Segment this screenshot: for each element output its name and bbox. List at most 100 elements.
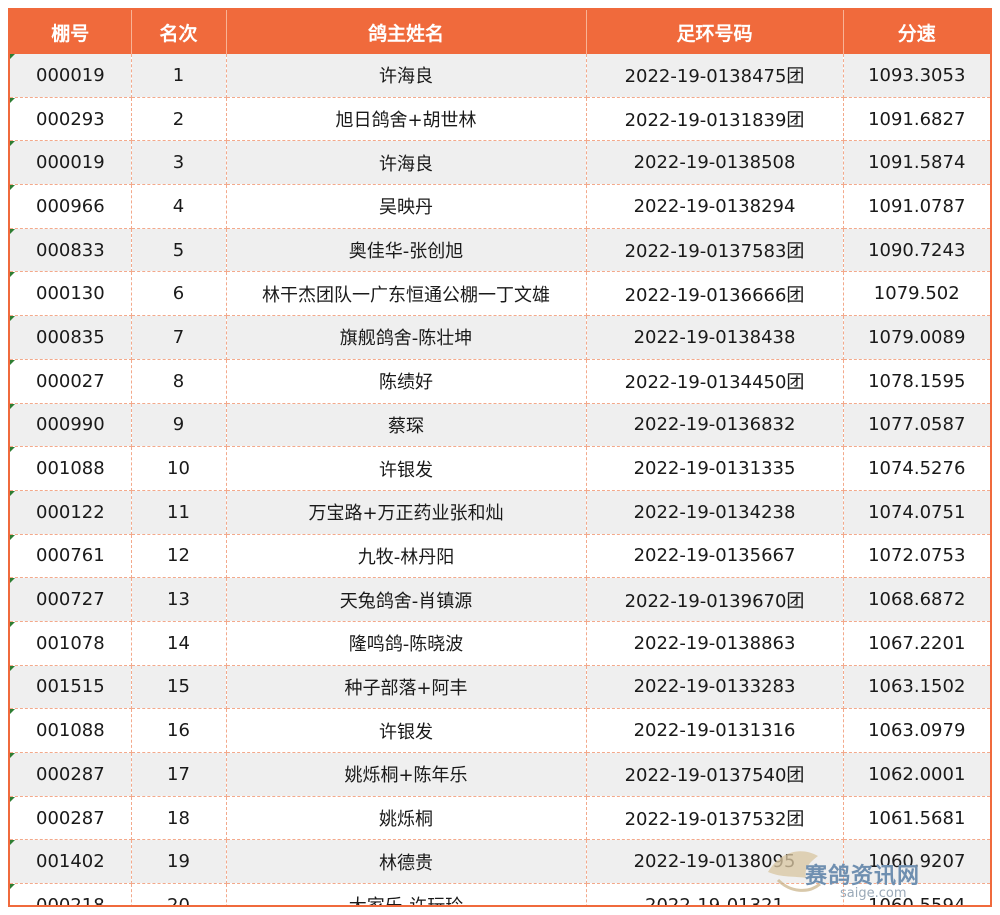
pen-number-cell: 000835 xyxy=(10,315,132,360)
owner-name-cell: 旗舰鸽舍-陈壮坤 xyxy=(226,315,587,360)
rank-cell: 10 xyxy=(131,446,227,491)
rank-cell: 11 xyxy=(131,490,227,535)
table-row: 000835 7 旗舰鸽舍-陈壮坤 2022-19-0138438 1079.0089 xyxy=(10,315,990,360)
pen-number-cell: 000027 xyxy=(10,359,132,404)
table-row: 000130 6 林干杰团队一广东恒通公棚一丁文雄 2022-19-0136666团 1… xyxy=(10,271,990,317)
table-row: 000287 18 姚烁桐 2022-19-0137532团 1061.5681 xyxy=(10,796,990,841)
table-row: 000727 13 天兔鸽舍-肖镇源 2022-19-0139670团 1068.687… xyxy=(10,577,990,622)
speed-cell: 1079.0089 xyxy=(843,315,990,360)
owner-name-cell: 奥佳华-张创旭 xyxy=(226,228,587,273)
table-row: 000966 4 吴映丹 2022-19-0138294 1091.0787 xyxy=(10,184,990,229)
speed-cell: 1074.5276 xyxy=(843,446,990,491)
ring-number-cell: 2022-19-0135667 xyxy=(586,534,844,579)
ring-number-cell: 2022-19-0136832 xyxy=(586,403,844,448)
rank-cell: 5 xyxy=(131,228,227,273)
pen-number-cell: 000990 xyxy=(10,403,132,448)
speed-cell: 1067.2201 xyxy=(843,621,990,666)
table-row: 001515 15 种子部落+阿丰 2022-19-0133283 1063.1502 xyxy=(10,665,990,710)
ring-number-cell: 2022-19-0134450团 xyxy=(586,359,844,404)
owner-name-cell: 种子部落+阿丰 xyxy=(226,665,587,710)
pen-number-cell: 001402 xyxy=(10,839,132,885)
owner-name-cell: 九牧-林丹阳 xyxy=(226,534,587,579)
rank-cell: 7 xyxy=(131,315,227,360)
speed-cell: 1068.6872 xyxy=(843,577,990,622)
table-row: 001078 14 隆鸣鸽-陈晓波 2022-19-0138863 1067.2201 xyxy=(10,621,990,666)
rank-cell: 9 xyxy=(131,403,227,448)
ring-number-cell: 2022-19-0139670团 xyxy=(586,577,844,622)
rank-cell: 6 xyxy=(131,271,227,317)
owner-name-cell: 许银发 xyxy=(226,446,587,491)
ring-number-cell: 2022-19-0138095 xyxy=(586,839,844,885)
owner-name-cell: 大家乐-许玩玲 xyxy=(226,883,587,905)
rank-cell: 16 xyxy=(131,708,227,753)
table-row: 001088 10 许银发 2022-19-0131335 1074.5276 xyxy=(10,446,990,491)
table-row: 000761 12 九牧-林丹阳 2022-19-0135667 1072.0753 xyxy=(10,534,990,579)
rank-cell: 4 xyxy=(131,184,227,229)
ring-number-cell: 2022-19-0133283 xyxy=(586,665,844,710)
owner-name-cell: 蔡琛 xyxy=(226,403,587,448)
speed-cell: 1063.1502 xyxy=(843,665,990,710)
rank-cell: 15 xyxy=(131,665,227,710)
speed-cell: 1078.1595 xyxy=(843,359,990,404)
owner-name-cell: 林干杰团队一广东恒通公棚一丁文雄 xyxy=(226,271,587,317)
watermark-text: 赛鸽资讯网 xyxy=(805,864,921,889)
speed-cell: 1090.7243 xyxy=(843,228,990,273)
rank-cell: 13 xyxy=(131,577,227,622)
ring-number-cell: 2022-19-0137532团 xyxy=(586,796,844,841)
pen-number-cell: 000218 xyxy=(10,883,132,905)
pen-number-cell: 000287 xyxy=(10,752,132,797)
rank-cell: 18 xyxy=(131,796,227,841)
owner-name-cell: 天兔鸽舍-肖镇源 xyxy=(226,577,587,622)
speed-cell: 1091.0787 xyxy=(843,184,990,229)
table-row: 000019 3 许海良 2022-19-0138508 1091.5874 xyxy=(10,140,990,186)
ring-number-cell: 2022-19-0136666团 xyxy=(586,271,844,317)
owner-name-cell: 许海良 xyxy=(226,54,587,98)
owner-name-cell: 隆鸣鸽-陈晓波 xyxy=(226,621,587,666)
table-row: 000122 11 万宝路+万正药业张和灿 2022-19-0134238 1074.0… xyxy=(10,490,990,535)
pen-number-cell: 000727 xyxy=(10,577,132,622)
speed-cell: 1079.502 xyxy=(843,271,990,317)
owner-name-cell: 许银发 xyxy=(226,708,587,753)
ring-number-cell: 2022-19-0131335 xyxy=(586,446,844,491)
speed-cell: 1093.3053 xyxy=(843,54,990,98)
pen-number-cell: 000966 xyxy=(10,184,132,229)
owner-name-cell: 许海良 xyxy=(226,140,587,186)
table-row: 000218 20 大家乐-许玩玲 2022-19-01321 1060.5594 xyxy=(10,883,990,905)
speed-cell: 1062.0001 xyxy=(843,752,990,797)
pen-number-cell: 000019 xyxy=(10,54,132,98)
speed-cell: 1060.5594 xyxy=(843,883,990,905)
ring-number-cell: 2022-19-0138508 xyxy=(586,140,844,186)
speed-cell: 1077.0587 xyxy=(843,403,990,448)
pen-number-cell: 001078 xyxy=(10,621,132,666)
watermark-subtext: saige.com xyxy=(840,886,907,901)
rank-cell: 17 xyxy=(131,752,227,797)
speed-cell: 1091.6827 xyxy=(843,97,990,142)
table-row: 001088 16 许银发 2022-19-0131316 1063.0979 xyxy=(10,708,990,753)
ring-number-cell: 2022-19-0138294 xyxy=(586,184,844,229)
ring-number-cell: 2022-19-0131839团 xyxy=(586,97,844,142)
owner-name-cell: 万宝路+万正药业张和灿 xyxy=(226,490,587,535)
table-body: 000019 1 许海良 2022-19-0138475团 1093.3053 00029… xyxy=(10,54,990,905)
header-rank: 名次 xyxy=(131,10,227,54)
pen-number-cell: 000761 xyxy=(10,534,132,579)
pen-number-cell: 000293 xyxy=(10,97,132,142)
header-pen-number: 棚号 xyxy=(10,10,132,54)
pen-number-cell: 001088 xyxy=(10,446,132,491)
table-row: 000833 5 奥佳华-张创旭 2022-19-0137583团 1090.7243 xyxy=(10,228,990,273)
ring-number-cell: 2022-19-0137540团 xyxy=(586,752,844,797)
ring-number-cell: 2022-19-0137583团 xyxy=(586,228,844,273)
header-owner-name: 鸽主姓名 xyxy=(226,10,587,54)
owner-name-cell: 姚烁桐+陈年乐 xyxy=(226,752,587,797)
table-row: 000990 9 蔡琛 2022-19-0136832 1077.0587 xyxy=(10,403,990,448)
pen-number-cell: 001515 xyxy=(10,665,132,710)
pen-number-cell: 000019 xyxy=(10,140,132,186)
rank-cell: 8 xyxy=(131,359,227,404)
ring-number-cell: 2022-19-0138475团 xyxy=(586,54,844,98)
header-speed: 分速 xyxy=(843,10,990,54)
rank-cell: 2 xyxy=(131,97,227,142)
owner-name-cell: 陈绩好 xyxy=(226,359,587,404)
table-header: 棚号 名次 鸽主姓名 足环号码 分速 xyxy=(10,10,990,54)
header-ring-number: 足环号码 xyxy=(586,10,844,54)
speed-cell: 1072.0753 xyxy=(843,534,990,579)
rank-cell: 20 xyxy=(131,883,227,905)
